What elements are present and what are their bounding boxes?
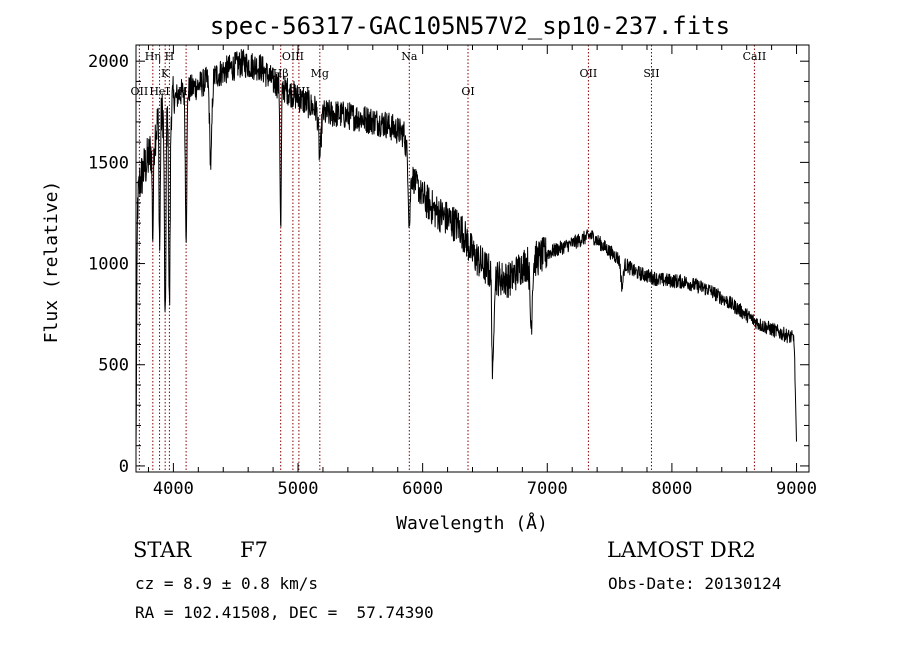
x-tick-label: 9000 [776,479,817,499]
y-tick-label: 2000 [88,52,129,72]
line-label: Hη [145,50,161,63]
x-tick-label: 6000 [402,479,443,499]
line-label: Mg [311,67,329,80]
x-tick-label: 4000 [153,479,194,499]
x-tick-label: 7000 [527,479,568,499]
spectrum-series [135,49,797,449]
line-label: H [165,50,175,63]
line-label: Na [401,50,418,63]
line-label: K [161,67,170,80]
line-label: OIII [282,50,304,63]
y-tick-label: 0 [119,457,129,477]
y-tick-label: 500 [98,356,129,376]
y-axis-label: Flux (relative) [41,181,62,344]
x-tick-label: 5000 [278,479,319,499]
line-label: OII [580,67,598,80]
line-label: HeI [149,85,169,98]
line-label: OII [131,85,149,98]
observation-date: Obs-Date: 20130124 [608,574,782,593]
survey-name: LAMOST DR2 [607,538,756,562]
coordinates: RA = 102.41508, DEC = 57.74390 [135,603,434,622]
line-label: OI [461,85,474,98]
axis-ticks: 4000 5000 6000 7000 8000 9000 0 500 1000 1500 2000 [88,45,817,499]
x-axis-label: Wavelength (Å) [396,512,548,534]
chart-title: spec-56317-GAC105N57V2_sp10-237.fits [210,12,730,40]
x-tick-label: 8000 [651,479,692,499]
y-tick-label: 1000 [88,255,129,275]
line-label: CaII [743,50,767,63]
line-label: SII [643,67,659,80]
redshift-cz: cz = 8.9 ± 0.8 km/s [135,574,319,593]
spectrum-line [135,49,797,449]
object-subclass: F7 [240,538,268,562]
object-class: STAR [133,538,192,562]
y-tick-label: 1500 [88,153,129,173]
